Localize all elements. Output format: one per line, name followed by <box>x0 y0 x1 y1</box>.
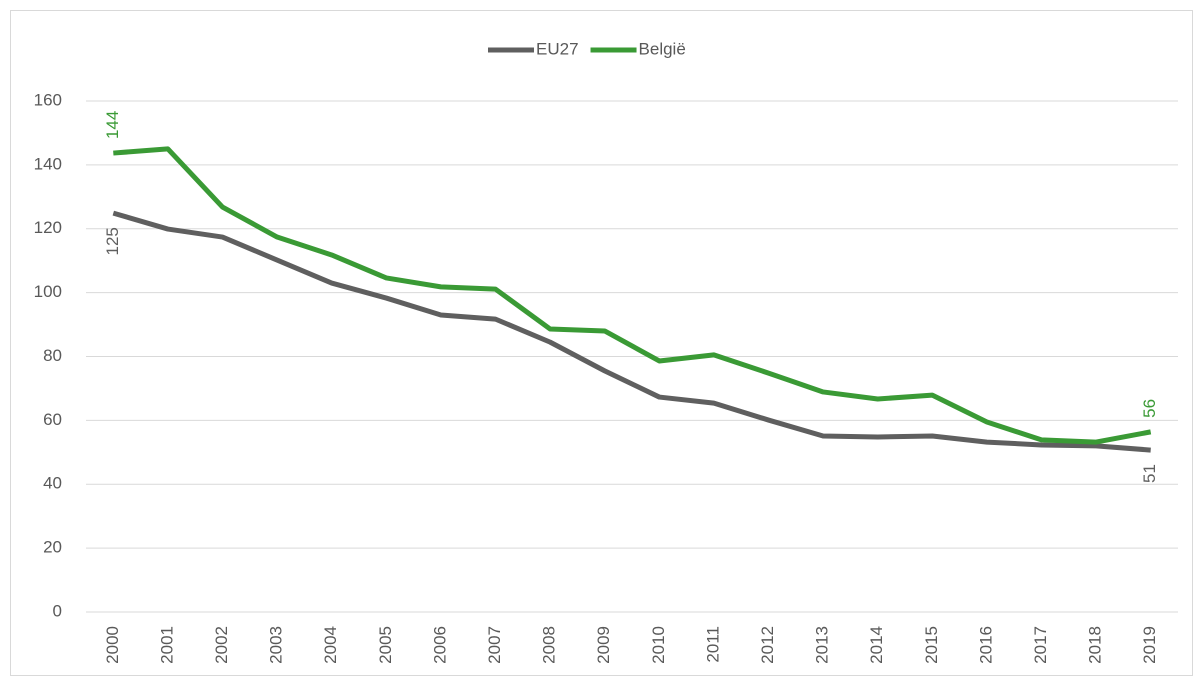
x-tick-label: 2005 <box>376 626 395 664</box>
x-tick-label: 2015 <box>922 626 941 664</box>
x-tick-label: 2007 <box>485 626 504 664</box>
y-tick-label: 80 <box>43 346 62 365</box>
y-tick-label: 60 <box>43 410 62 429</box>
y-tick-label: 20 <box>43 538 62 557</box>
x-tick-label: 2011 <box>703 626 722 663</box>
data-label: 56 <box>1140 399 1159 418</box>
data-label: 144 <box>103 111 122 139</box>
x-tick-label: 2000 <box>103 626 122 664</box>
x-tick-label: 2004 <box>321 626 340 664</box>
x-tick-label: 2006 <box>430 626 449 664</box>
x-tick-label: 2017 <box>1031 626 1050 664</box>
chart-border <box>10 10 1193 676</box>
legend-label: EU27 <box>536 39 579 58</box>
line-series <box>113 146 1152 445</box>
y-tick-label: 140 <box>34 154 62 173</box>
x-tick-label: 2008 <box>540 626 559 664</box>
x-tick-label: 2019 <box>1140 626 1159 664</box>
y-tick-label: 100 <box>34 282 62 301</box>
x-tick-label: 2018 <box>1086 626 1105 664</box>
y-tick-label: 160 <box>34 90 62 109</box>
data-label: 51 <box>1140 464 1159 483</box>
x-tick-label: 2001 <box>157 626 176 664</box>
y-tick-label: 40 <box>43 474 62 493</box>
x-tick-label: 2010 <box>649 626 668 664</box>
data-label: 125 <box>103 227 122 255</box>
legend-label: België <box>639 39 686 58</box>
x-tick-label: 2012 <box>758 626 777 664</box>
x-tick-label: 2016 <box>976 626 995 664</box>
x-tick-label: 2014 <box>867 626 886 664</box>
y-tick-label: 120 <box>34 218 62 237</box>
y-tick-label: 0 <box>53 601 62 620</box>
x-tick-label: 2009 <box>594 626 613 664</box>
x-tick-label: 2003 <box>267 626 286 664</box>
x-tick-label: 2002 <box>212 626 231 664</box>
line-series <box>112 210 1151 453</box>
x-tick-label: 2013 <box>813 626 832 664</box>
